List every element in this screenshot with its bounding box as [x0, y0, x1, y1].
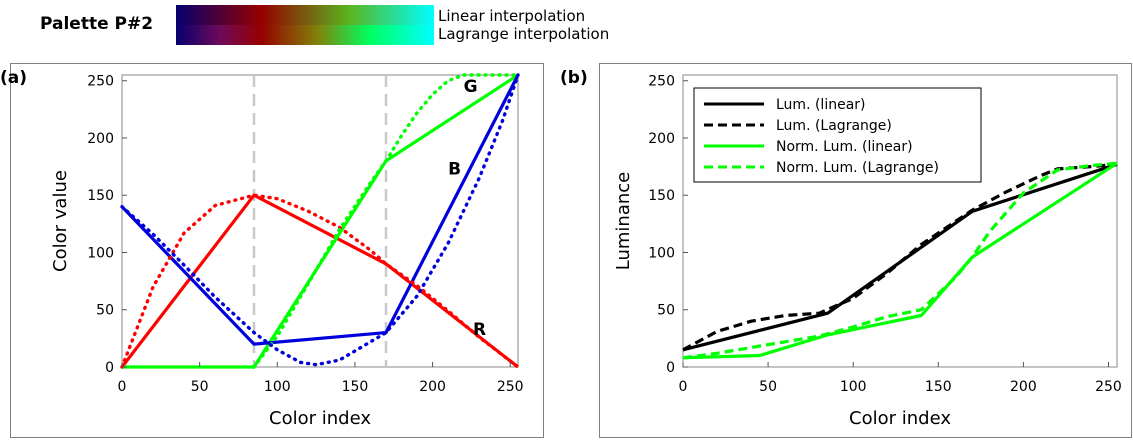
- panel-a-series-r-lagrange-line: [120, 193, 520, 369]
- panel-a-series-r-linear-line: [120, 193, 519, 369]
- panel-b-ytick-label: 100: [648, 245, 675, 261]
- panel-b-ytick-label: 200: [648, 131, 675, 147]
- palette-lagrange-label: Lagrange interpolation: [438, 25, 609, 43]
- panel-b-plot-area: [682, 74, 1118, 368]
- panel-b-ytick-label: 150: [648, 188, 675, 204]
- panel-a-series-label-g: G: [464, 77, 478, 97]
- legend-label: Lum. (linear): [776, 97, 866, 113]
- panel-a-ytick-label: 50: [96, 303, 114, 319]
- panel-b-xtick-label: 200: [1010, 379, 1037, 395]
- legend-label: Lum. (Lagrange): [776, 118, 892, 134]
- panel-b-series-lum-lagrange-line: [682, 162, 1118, 352]
- panel-a-xlabel: Color index: [269, 408, 371, 429]
- panel-a-ytick-label: 100: [87, 245, 114, 261]
- panel-b-frame: [599, 63, 1132, 438]
- panel-a-xtick-label: 200: [419, 379, 446, 395]
- panel-a-ytick-label: 150: [87, 188, 114, 204]
- legend-label: Norm. Lum. (Lagrange): [776, 160, 939, 176]
- panel-a-plot-area: [121, 74, 519, 368]
- panel-a-series-g-linear-line: [122, 73, 519, 369]
- panel-a-series-g-lagrange-line: [252, 73, 520, 369]
- palette-lagrange-swatch: [176, 25, 434, 45]
- panel-a-ylabel: Color value: [50, 170, 71, 272]
- panel-a-ytick-label: 0: [105, 360, 114, 376]
- palette-linear-label: Linear interpolation: [438, 7, 585, 25]
- panel-a-series-b-linear-line: [120, 74, 520, 346]
- panel-a-tag: (a): [0, 68, 27, 88]
- panel-b-series-norm-lum-linear-line: [682, 161, 1118, 360]
- panel-b-ylabel: Luminance: [613, 172, 634, 270]
- panel-b-xtick-label: 50: [759, 379, 777, 395]
- panel-b-series-norm-lum-lagrange-line: [682, 161, 1118, 360]
- legend-label: Norm. Lum. (linear): [776, 139, 913, 155]
- panel-a-ytick-label: 200: [87, 131, 114, 147]
- panel-a-series-b-lagrange-line: [120, 73, 520, 367]
- panel-a-xtick-label: 50: [191, 379, 209, 395]
- panel-a-ytick-label: 250: [87, 74, 114, 90]
- panel-b-xlabel: Color index: [849, 408, 951, 429]
- panel-a-frame: [10, 63, 544, 438]
- panel-b-xtick-label: 150: [925, 379, 952, 395]
- panel-b-ytick-label: 250: [648, 74, 675, 90]
- panel-b: (b) 0 50 100 150 200 250 0 50 100 150 200 250 Lum. …: [560, 68, 1122, 429]
- panel-b-xtick-label: 250: [1095, 379, 1122, 395]
- panel-b-ytick-label: 50: [657, 303, 675, 319]
- panel-a-xtick-label: 150: [342, 379, 369, 395]
- panel-a-xtick-label: 100: [264, 379, 291, 395]
- palette-linear-swatch: [176, 5, 434, 25]
- panel-b-tag: (b): [560, 68, 588, 88]
- panel-b-legend: Lum. (linear) Lum. (Lagrange) Norm. Lum. (…: [693, 87, 982, 183]
- panel-b-xtick-label: 100: [840, 379, 867, 395]
- panel-a-xtick-label: 250: [497, 379, 524, 395]
- panel-a-series-label-b: B: [448, 160, 461, 180]
- panel-a-series-label-r: R: [473, 320, 486, 340]
- panel-b-ytick-label: 0: [666, 360, 675, 376]
- panel-a-xtick-label: 0: [118, 379, 127, 395]
- palette-title: Palette P#2: [40, 14, 153, 34]
- panel-a: (a) 0 50 100 150 200 250 0 50 100 150 200 250 G B R C…: [0, 68, 524, 429]
- panel-b-xtick-label: 0: [679, 379, 688, 395]
